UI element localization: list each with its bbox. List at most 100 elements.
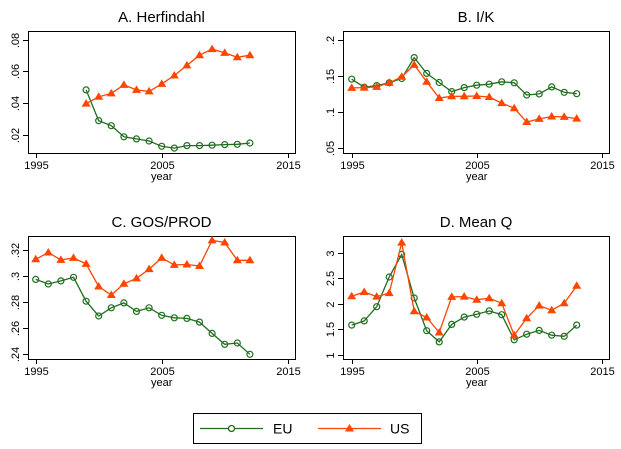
data-point-eu — [57, 277, 65, 285]
y-tick-label: .3 — [10, 272, 22, 281]
data-point-us — [472, 295, 482, 303]
y-tick-label: .08 — [10, 33, 22, 48]
data-point-eu — [183, 314, 191, 322]
data-point-us — [195, 261, 204, 269]
y-tick-label: .28 — [10, 295, 22, 310]
x-tick-label: 2015 — [276, 366, 300, 378]
panel-title: C. GOS/PROD — [111, 214, 211, 231]
x-tick-label: 1995 — [340, 160, 364, 172]
data-point-us — [182, 60, 192, 69]
series-us — [347, 60, 582, 125]
data-point-eu — [221, 141, 229, 149]
data-point-us — [347, 291, 357, 300]
legend-us-marker — [345, 424, 354, 432]
data-point-eu — [82, 86, 90, 94]
x-tick-label: 1995 — [24, 160, 48, 172]
panel-title: A. Herfindahl — [118, 9, 205, 26]
data-point-eu — [246, 139, 254, 147]
y-tick-label: .05 — [325, 141, 337, 156]
data-point-us — [94, 282, 104, 290]
data-point-us — [372, 292, 382, 300]
data-point-us — [359, 83, 369, 91]
data-point-us — [397, 238, 407, 246]
data-point-eu — [548, 83, 556, 91]
series-line-us — [35, 239, 250, 296]
data-point-eu — [560, 332, 568, 340]
data-point-us — [132, 85, 141, 93]
data-point-eu — [460, 83, 468, 92]
data-point-eu — [221, 340, 229, 348]
x-tick-label: 1995 — [340, 366, 364, 378]
data-point-us — [106, 290, 116, 298]
data-point-us — [157, 253, 167, 261]
data-point-us — [132, 273, 141, 282]
data-point-us — [372, 82, 382, 90]
legend-eu-label: EU — [273, 421, 292, 437]
x-tick-label: 2015 — [276, 160, 300, 172]
data-point-eu — [535, 326, 543, 334]
x-tick-label: 2005 — [465, 366, 489, 378]
data-point-eu — [435, 338, 443, 346]
data-point-us — [422, 313, 432, 321]
x-axis-label: year — [151, 377, 173, 389]
data-point-eu — [132, 307, 141, 315]
data-point-us — [69, 253, 78, 261]
data-point-us — [509, 330, 519, 339]
series-line-eu — [351, 252, 578, 343]
series-line-eu — [85, 89, 250, 149]
data-point-eu — [373, 303, 381, 311]
y-tick-label: 2 — [325, 301, 337, 307]
data-point-us — [220, 238, 230, 246]
data-point-us — [484, 92, 494, 100]
data-point-eu — [423, 69, 431, 78]
data-point-eu — [44, 280, 52, 288]
x-tick-label: 2005 — [150, 160, 174, 172]
data-point-eu — [473, 310, 481, 318]
data-point-eu — [233, 339, 241, 347]
data-point-eu — [107, 122, 115, 130]
data-point-eu — [573, 90, 581, 98]
data-point-us — [119, 80, 129, 88]
data-point-us — [81, 259, 91, 267]
data-point-eu — [435, 78, 443, 87]
series-eu — [32, 273, 254, 358]
data-point-us — [459, 91, 469, 100]
data-point-us — [484, 293, 494, 302]
data-point-eu — [145, 304, 153, 312]
data-point-eu — [246, 350, 254, 358]
data-point-us — [384, 288, 394, 297]
data-point-us — [347, 83, 357, 91]
data-point-us — [144, 264, 154, 273]
data-point-eu — [107, 304, 115, 312]
x-tick-label: 2005 — [150, 366, 174, 378]
data-point-us — [572, 114, 582, 122]
y-tick-label: .04 — [10, 96, 22, 111]
data-point-us — [245, 50, 255, 59]
legend: EU US — [193, 413, 422, 444]
y-tick-label: .02 — [10, 128, 22, 143]
data-point-us — [522, 117, 532, 125]
data-point-eu — [460, 313, 468, 321]
panel-title: D. Mean Q — [440, 214, 513, 231]
data-point-eu — [95, 117, 103, 125]
data-point-us — [56, 255, 66, 263]
data-point-eu — [132, 135, 141, 143]
data-point-eu — [498, 311, 506, 319]
legend-eu-marker — [227, 424, 236, 433]
data-point-eu — [69, 273, 78, 281]
data-point-eu — [560, 88, 568, 96]
data-point-eu — [510, 79, 518, 87]
data-point-us — [434, 328, 444, 336]
panel-3: C. GOS/PROD 1995 2005 2015 year .24 .26 .28 .3 .3… — [10, 214, 301, 389]
data-point-eu — [145, 137, 153, 145]
y-tick-label: .32 — [10, 243, 22, 258]
data-point-us — [559, 112, 569, 120]
data-point-us — [169, 260, 179, 268]
data-point-eu — [360, 317, 368, 325]
x-tick-label: 2015 — [590, 160, 614, 172]
data-point-eu — [170, 144, 178, 152]
data-point-eu — [208, 329, 216, 337]
data-point-us — [509, 103, 519, 112]
y-tick-label: 3 — [325, 250, 337, 256]
